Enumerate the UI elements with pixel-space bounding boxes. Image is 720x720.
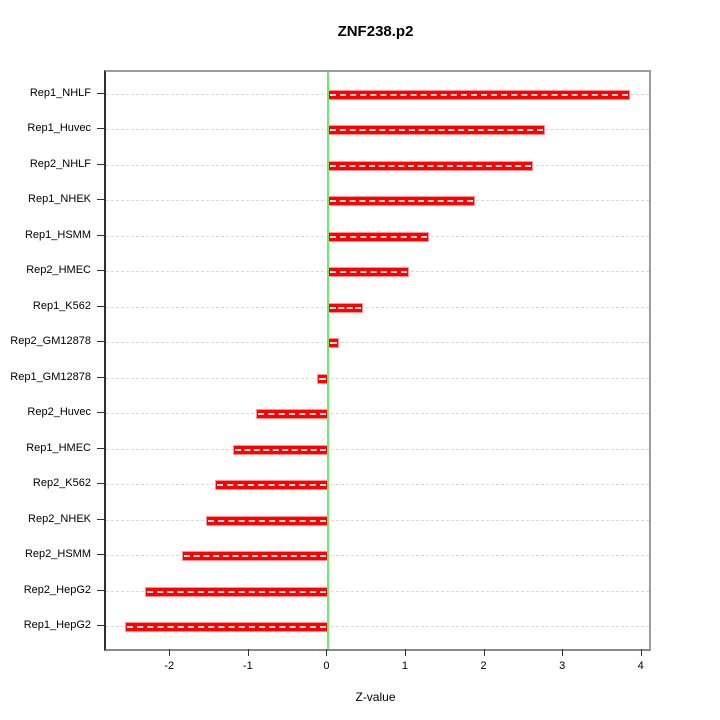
y-tick — [97, 93, 104, 94]
grid-line — [106, 377, 649, 379]
x-tick — [404, 649, 406, 656]
bar-Rep1_HSMM — [328, 231, 429, 242]
y-tick — [97, 305, 104, 307]
y-tick-label: Rep1_GM12878 — [10, 370, 91, 383]
x-tick-label: -2 — [164, 660, 175, 672]
bar-Rep1_HMEC — [233, 444, 329, 455]
y-tick — [97, 341, 104, 343]
plot-area — [104, 70, 651, 651]
bar-Rep2_NHEK — [205, 515, 329, 526]
y-tick-label: Rep1_HSMM — [24, 228, 91, 241]
y-tick — [97, 518, 104, 520]
y-tick — [97, 589, 104, 591]
grid-line — [106, 448, 649, 450]
y-tick-label: Rep1_HepG2 — [23, 619, 91, 631]
y-tick-label: Rep1_Huvec — [27, 122, 91, 135]
y-tick — [97, 163, 104, 165]
bar-Rep1_HepG2 — [124, 622, 329, 632]
grid-line — [106, 626, 649, 627]
bar-Rep2_GM12878 — [328, 338, 339, 349]
x-tick-label: 2 — [480, 660, 487, 672]
y-tick — [97, 625, 104, 626]
grid-line — [106, 519, 649, 521]
grid-line — [106, 484, 649, 486]
bar-inner-dash — [330, 271, 407, 274]
bar-inner-dash — [330, 200, 473, 203]
bar-inner-dash — [126, 626, 327, 628]
bar-inner-dash — [330, 342, 337, 345]
y-tick-label: Rep1_K562 — [32, 299, 91, 312]
x-tick — [562, 649, 564, 656]
x-tick — [247, 649, 249, 656]
y-tick-label: Rep2_NHLF — [29, 157, 91, 170]
bar-inner-dash — [330, 129, 544, 132]
bar-Rep2_HSMM — [182, 551, 329, 562]
x-tick-label: 1 — [401, 660, 409, 672]
bar-Rep2_HMEC — [328, 267, 409, 278]
bar-inner-dash — [217, 484, 327, 487]
y-tick — [97, 554, 104, 556]
y-tick-label: Rep2_GM12878 — [10, 335, 91, 348]
x-tick — [326, 649, 328, 656]
y-tick-label: Rep1_NHLF — [29, 87, 91, 99]
bar-Rep1_K562 — [328, 302, 363, 313]
x-tick — [169, 649, 171, 656]
grid-line — [106, 306, 649, 308]
y-tick-label: Rep1_NHEK — [28, 193, 91, 206]
y-tick-label: Rep2_K562 — [32, 477, 91, 490]
bar-inner-dash — [207, 519, 327, 522]
zero-line — [327, 72, 330, 649]
bar-inner-dash — [330, 164, 531, 167]
x-tick-label: 3 — [559, 660, 566, 672]
bar-Rep2_Huvec — [256, 409, 329, 420]
grid-line — [106, 342, 649, 344]
bar-Rep2_K562 — [215, 480, 329, 491]
bar-Rep2_NHLF — [328, 160, 533, 171]
bar-Rep1_NHLF — [328, 90, 631, 100]
grid-line — [106, 413, 649, 415]
bar-inner-dash — [146, 590, 327, 593]
grid-line — [106, 555, 649, 557]
y-tick — [97, 128, 104, 130]
bar-inner-dash — [258, 413, 327, 416]
bar-inner-dash — [330, 94, 629, 96]
y-tick — [97, 412, 104, 414]
y-tick — [97, 234, 104, 236]
y-tick-label: Rep2_HMEC — [26, 264, 91, 277]
y-tick — [97, 376, 104, 378]
y-tick-label: Rep2_HepG2 — [23, 583, 91, 596]
bar-inner-dash — [318, 377, 327, 380]
y-tick — [97, 270, 104, 272]
y-tick-label: Rep2_Huvec — [27, 406, 91, 419]
chart-title: ZNF238.p2 — [337, 23, 414, 40]
bar-Rep2_HepG2 — [144, 586, 329, 597]
bar-inner-dash — [330, 235, 427, 238]
y-tick — [97, 199, 104, 201]
x-tick-label: -1 — [242, 660, 253, 672]
x-tick — [640, 649, 642, 656]
bar-Rep1_Huvec — [328, 125, 546, 136]
y-tick-label: Rep2_NHEK — [28, 512, 91, 525]
y-tick — [97, 483, 104, 485]
bar-inner-dash — [330, 306, 361, 309]
bar-inner-dash — [235, 448, 327, 451]
x-tick — [483, 649, 485, 656]
grid-line — [106, 590, 649, 592]
x-tick-label: 0 — [323, 660, 330, 672]
y-tick-label: Rep2_HSMM — [24, 548, 91, 561]
bar-inner-dash — [184, 555, 327, 558]
x-tick-label: 4 — [637, 660, 644, 672]
x-axis-label: Z-value — [355, 690, 396, 704]
y-tick-label: Rep1_HMEC — [26, 441, 91, 454]
y-tick — [97, 447, 104, 449]
bar-Rep1_NHEK — [328, 196, 475, 207]
